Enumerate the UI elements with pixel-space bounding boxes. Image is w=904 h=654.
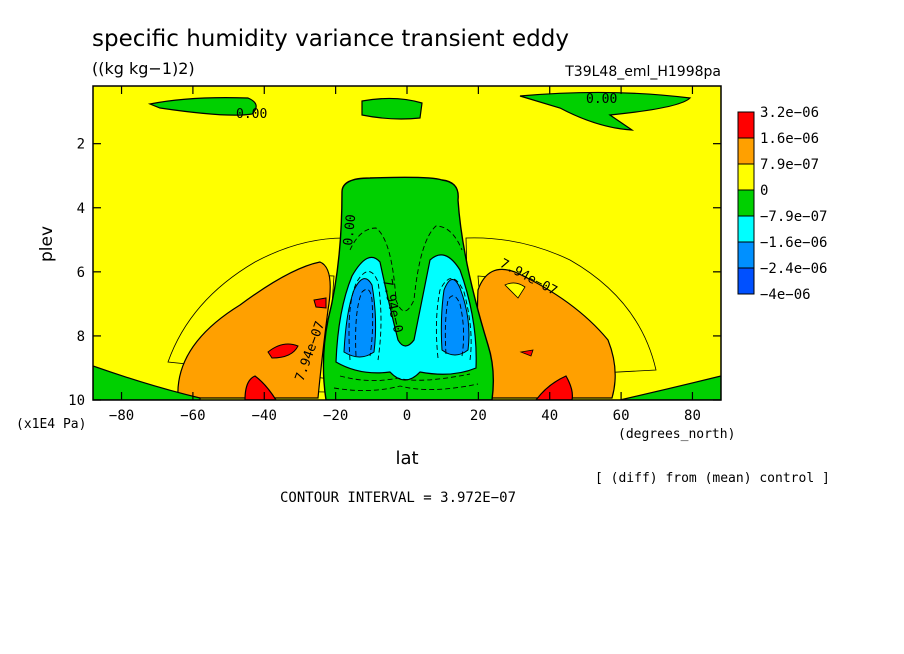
region-top-right bbox=[519, 91, 692, 131]
chart-title: specific humidity variance transient edd… bbox=[92, 26, 569, 52]
y-tick-label: 2 bbox=[77, 137, 85, 153]
legend-label: −4e−06 bbox=[760, 287, 811, 303]
contour-label-zero-center: 0.00 bbox=[341, 214, 359, 247]
region-top-left bbox=[147, 97, 257, 116]
chart-units: ((kg kg−1)2) bbox=[92, 59, 195, 78]
x-tick-label: −20 bbox=[323, 408, 348, 424]
y-tick-label: 8 bbox=[77, 329, 85, 345]
region-blue-left bbox=[343, 278, 377, 358]
contour-outer-right bbox=[465, 237, 657, 381]
region-red-spot-left bbox=[267, 343, 299, 359]
x-tick-label: −60 bbox=[180, 408, 205, 424]
region-red-bottom-left bbox=[244, 375, 277, 400]
x-tick-label: −40 bbox=[252, 408, 277, 424]
x-axis-units: (degrees_north) bbox=[618, 427, 735, 442]
region-red-bottom-right bbox=[535, 375, 573, 400]
legend-label: −1.6e−06 bbox=[760, 235, 827, 251]
x-tick-label: −80 bbox=[109, 408, 134, 424]
region-blue-right bbox=[440, 279, 470, 356]
legend-swatch bbox=[737, 267, 755, 295]
color-legend: 3.2e−06 1.6e−06 7.9e−07 0 −7.9e−07 −1.6e−06 −2… bbox=[737, 105, 827, 303]
y-tick-label: 10 bbox=[68, 393, 85, 409]
contour-interval: CONTOUR INTERVAL = 3.972E−07 bbox=[280, 490, 516, 506]
legend-label: −2.4e−06 bbox=[760, 261, 827, 277]
legend-label: 7.9e−07 bbox=[760, 157, 819, 173]
x-tick-label: 0 bbox=[403, 408, 411, 424]
y-axis-ticks: 2 4 6 8 10 bbox=[68, 137, 721, 409]
y-axis-units: (x1E4 Pa) bbox=[16, 417, 86, 432]
legend-label: 3.2e−06 bbox=[760, 105, 819, 121]
legend-label: 0 bbox=[760, 183, 768, 199]
contour-label-zero-right: 0.00 bbox=[586, 92, 617, 107]
y-tick-label: 4 bbox=[77, 201, 85, 217]
legend-swatch bbox=[737, 137, 755, 165]
legend-swatch bbox=[737, 241, 755, 269]
x-tick-label: 80 bbox=[684, 408, 701, 424]
region-green-bottom-left bbox=[93, 365, 201, 400]
region-red-spot-left-upper bbox=[313, 297, 327, 309]
legend-swatch bbox=[737, 215, 755, 243]
negative-contours bbox=[333, 225, 479, 392]
contour-label-zero-left: 0.00 bbox=[236, 107, 267, 122]
legend-label: 1.6e−06 bbox=[760, 131, 819, 147]
x-axis-ticks: −80 −60 −40 −20 0 20 40 60 80 bbox=[109, 86, 701, 424]
legend-swatch bbox=[737, 189, 755, 217]
y-tick-label: 6 bbox=[77, 265, 85, 281]
legend-swatch bbox=[737, 111, 755, 139]
contour-outer-left bbox=[167, 237, 345, 381]
diff-note: [ (diff) from (mean) control ] bbox=[595, 471, 830, 486]
y-axis-label: plev bbox=[37, 226, 57, 262]
x-tick-label: 60 bbox=[613, 408, 630, 424]
region-red-spot-right bbox=[519, 349, 534, 357]
legend-swatch bbox=[737, 163, 755, 191]
region-yellow-notch bbox=[504, 282, 526, 299]
x-tick-label: 40 bbox=[541, 408, 558, 424]
plot-area: 0.00 0.00 0.00 7.94e−0 7.94e−07 7.94e−07 bbox=[93, 86, 721, 400]
run-label: T39L48_eml_H1998pa bbox=[564, 64, 721, 80]
region-top-center bbox=[361, 97, 423, 120]
legend-label: −7.9e−07 bbox=[760, 209, 827, 225]
x-tick-label: 20 bbox=[470, 408, 487, 424]
x-axis-label: lat bbox=[395, 448, 418, 469]
